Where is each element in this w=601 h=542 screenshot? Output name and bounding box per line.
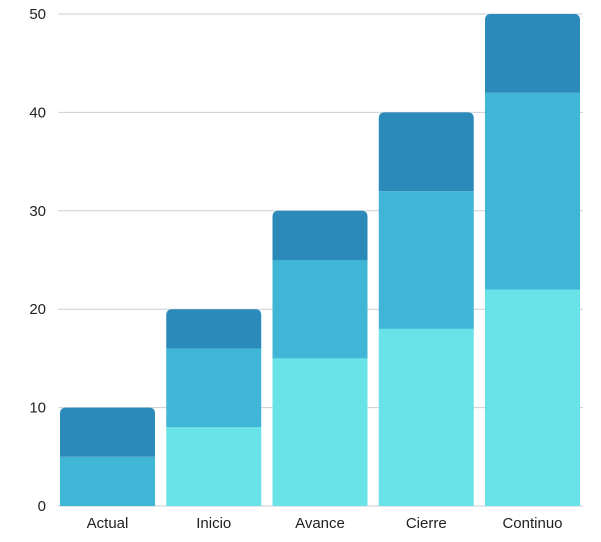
bar-segment-actual-series-3: [60, 407, 155, 457]
bar-segment-inicio-series-3: [166, 309, 262, 349]
bar-segment-avance-series-1: [272, 358, 368, 506]
y-tick-label: 10: [29, 400, 46, 417]
x-tick-label: Avance: [295, 515, 345, 532]
bar-segment-avance-series-3: [272, 210, 368, 260]
bar-segment-actual-series-2: [60, 456, 155, 506]
x-tick-label: Inicio: [196, 515, 231, 532]
x-tick-label: Actual: [87, 515, 129, 532]
x-tick-label: Continuo: [502, 515, 562, 532]
y-tick-label: 30: [29, 203, 46, 220]
x-axis: Actual Inicio Avance Cierre Continuo: [87, 515, 563, 532]
bar-segment-cierre-series-3: [378, 112, 474, 192]
bar-segment-inicio-series-2: [166, 348, 262, 428]
bar-segment-continuo-series-1: [485, 289, 580, 506]
y-tick-label: 20: [29, 301, 46, 318]
bar-segment-avance-series-2: [272, 260, 368, 359]
y-tick-label: 0: [38, 498, 46, 515]
y-tick-label: 50: [29, 6, 46, 23]
bars: [60, 14, 580, 506]
y-tick-label: 40: [29, 104, 46, 121]
x-tick-label: Cierre: [406, 515, 447, 532]
bar-segment-cierre-series-1: [378, 328, 474, 506]
bar-segment-inicio-series-1: [166, 427, 262, 506]
bar-segment-cierre-series-2: [378, 191, 474, 329]
bar-segment-continuo-series-2: [485, 92, 580, 290]
bar-segment-continuo-series-3: [485, 14, 580, 93]
y-axis: 0 10 20 30 40 50: [29, 6, 46, 515]
